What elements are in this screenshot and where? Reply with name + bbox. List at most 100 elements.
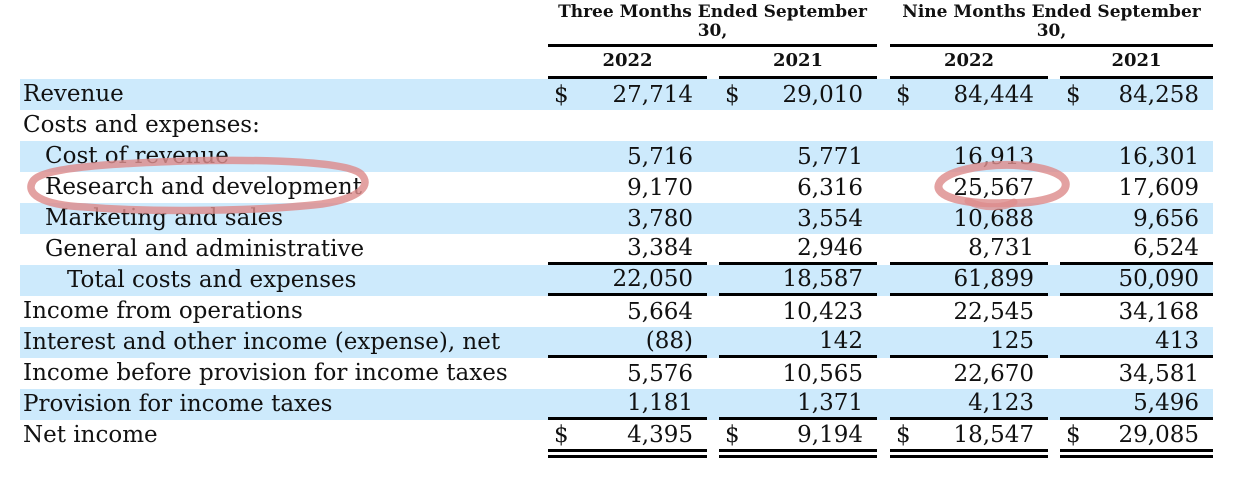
value-cell: [890, 110, 1048, 141]
row-label: Interest and other income (expense), net: [23, 329, 501, 355]
value-cell: 3,554: [719, 203, 877, 234]
cell-value: 9,194: [797, 421, 863, 448]
value-cell: 9,170: [548, 172, 707, 203]
value-cell: [719, 110, 877, 141]
row-label: Marketing and sales: [45, 205, 284, 231]
value-cell: 10,423: [719, 296, 877, 327]
cell-value: 17,609: [1118, 174, 1199, 201]
cell-value: 9,656: [1133, 205, 1199, 232]
table-row-net-income: Net income $4,395 $9,194 $18,547 $29,085: [20, 420, 1213, 458]
cell-value: 125: [990, 328, 1034, 354]
value-cell: [1060, 110, 1213, 141]
value-cell: (88): [548, 327, 707, 358]
value-cell: $84,444: [890, 79, 1048, 110]
value-cell: 8,731: [890, 234, 1048, 265]
cell-value: 6,316: [797, 174, 863, 201]
year-header: 2022: [548, 47, 707, 79]
row-label: Cost of revenue: [45, 143, 229, 169]
value-cell: $18,547: [890, 420, 1048, 458]
cell-value: (88): [645, 328, 693, 354]
value-cell: 9,656: [1060, 203, 1213, 234]
value-cell: 34,168: [1060, 296, 1213, 327]
cell-value: 142: [819, 328, 863, 354]
value-cell: $29,010: [719, 79, 877, 110]
value-cell: 16,301: [1060, 141, 1213, 172]
cell-value: 29,085: [1118, 421, 1199, 448]
value-cell: 5,716: [548, 141, 707, 172]
cell-value: 50,090: [1118, 266, 1199, 292]
column-group-nine-months: Nine Months Ended September 30,: [890, 3, 1213, 47]
value-cell: 1,181: [548, 389, 707, 420]
value-cell: 61,899: [890, 265, 1048, 296]
value-cell: 5,664: [548, 296, 707, 327]
table-row-total-costs-and-expenses: Total costs and expenses 22,050 18,587 6…: [20, 265, 1213, 296]
table-row-income-from-operations: Income from operations 5,664 10,423 22,5…: [20, 296, 1213, 327]
value-cell: $27,714: [548, 79, 707, 110]
table-row-cost-of-revenue: Cost of revenue 5,716 5,771 16,913 16,30…: [20, 141, 1213, 172]
cell-value: 413: [1155, 328, 1199, 354]
row-label: Total costs and expenses: [67, 267, 357, 293]
dollar-sign: $: [1066, 421, 1081, 448]
dollar-sign: $: [725, 81, 740, 108]
year-header: 2021: [1060, 47, 1213, 79]
cell-value: 8,731: [968, 235, 1034, 261]
table-row-marketing-and-sales: Marketing and sales 3,780 3,554 10,688 9…: [20, 203, 1213, 234]
row-label: Net income: [23, 422, 158, 448]
cell-value: 22,670: [953, 360, 1034, 387]
cell-value: 18,587: [782, 266, 863, 292]
dollar-sign: $: [554, 81, 569, 108]
year-header: 2022: [890, 47, 1048, 79]
cell-value: 10,565: [782, 360, 863, 387]
value-cell: $9,194: [719, 420, 877, 458]
dollar-sign: $: [896, 421, 911, 448]
cell-value: 3,554: [797, 205, 863, 232]
row-label: Income before provision for income taxes: [23, 360, 508, 386]
cell-value: 5,716: [627, 143, 693, 170]
value-cell: 5,496: [1060, 389, 1213, 420]
value-cell: 1,371: [719, 389, 877, 420]
row-label: Costs and expenses:: [23, 112, 260, 138]
table-row-general-and-administrative: General and administrative 3,384 2,946 8…: [20, 234, 1213, 265]
cell-value: 22,050: [612, 266, 693, 292]
dollar-sign: $: [554, 421, 569, 448]
table-row-provision-for-income-taxes: Provision for income taxes 1,181 1,371 4…: [20, 389, 1213, 420]
table-row-costs-and-expenses-header: Costs and expenses:: [20, 110, 1213, 141]
dollar-sign: $: [725, 421, 740, 448]
dollar-sign: $: [1066, 81, 1081, 108]
value-cell: 22,670: [890, 358, 1048, 389]
cell-value: 84,258: [1118, 81, 1199, 108]
value-cell: 50,090: [1060, 265, 1213, 296]
value-cell: 3,780: [548, 203, 707, 234]
cell-value: 61,899: [953, 266, 1034, 292]
value-cell: 18,587: [719, 265, 877, 296]
value-cell: 25,567: [890, 172, 1048, 203]
cell-value: 2,946: [797, 235, 863, 261]
cell-value: 29,010: [782, 81, 863, 108]
value-cell: 6,316: [719, 172, 877, 203]
row-label: Revenue: [23, 81, 124, 107]
table-row-income-before-taxes: Income before provision for income taxes…: [20, 358, 1213, 389]
table-row-research-and-development: Research and development 9,170 6,316 25,…: [20, 172, 1213, 203]
cell-value: 3,780: [627, 205, 693, 232]
value-cell: [548, 110, 707, 141]
column-group-three-months: Three Months Ended September 30,: [548, 2, 877, 47]
table-row-revenue: Revenue $27,714 $29,010 $84,444 $84,258: [20, 79, 1213, 110]
row-label: Research and development: [45, 174, 362, 200]
cell-value: 9,170: [627, 174, 693, 201]
value-cell: 6,524: [1060, 234, 1213, 265]
column-group-label: Three Months Ended September 30,: [558, 2, 867, 41]
header-spacer: [20, 6, 548, 47]
value-cell: $84,258: [1060, 79, 1213, 110]
value-cell: $4,395: [548, 420, 707, 458]
cell-value: 5,664: [627, 298, 693, 325]
cell-value: 84,444: [953, 81, 1034, 108]
row-label: Income from operations: [23, 298, 303, 324]
cell-value: 5,771: [797, 143, 863, 170]
header-spacer: [20, 47, 548, 79]
row-label: General and administrative: [45, 236, 365, 262]
value-cell: 5,576: [548, 358, 707, 389]
cell-value: 1,371: [797, 390, 863, 416]
cell-value: 10,688: [953, 205, 1034, 232]
value-cell: 2,946: [719, 234, 877, 265]
